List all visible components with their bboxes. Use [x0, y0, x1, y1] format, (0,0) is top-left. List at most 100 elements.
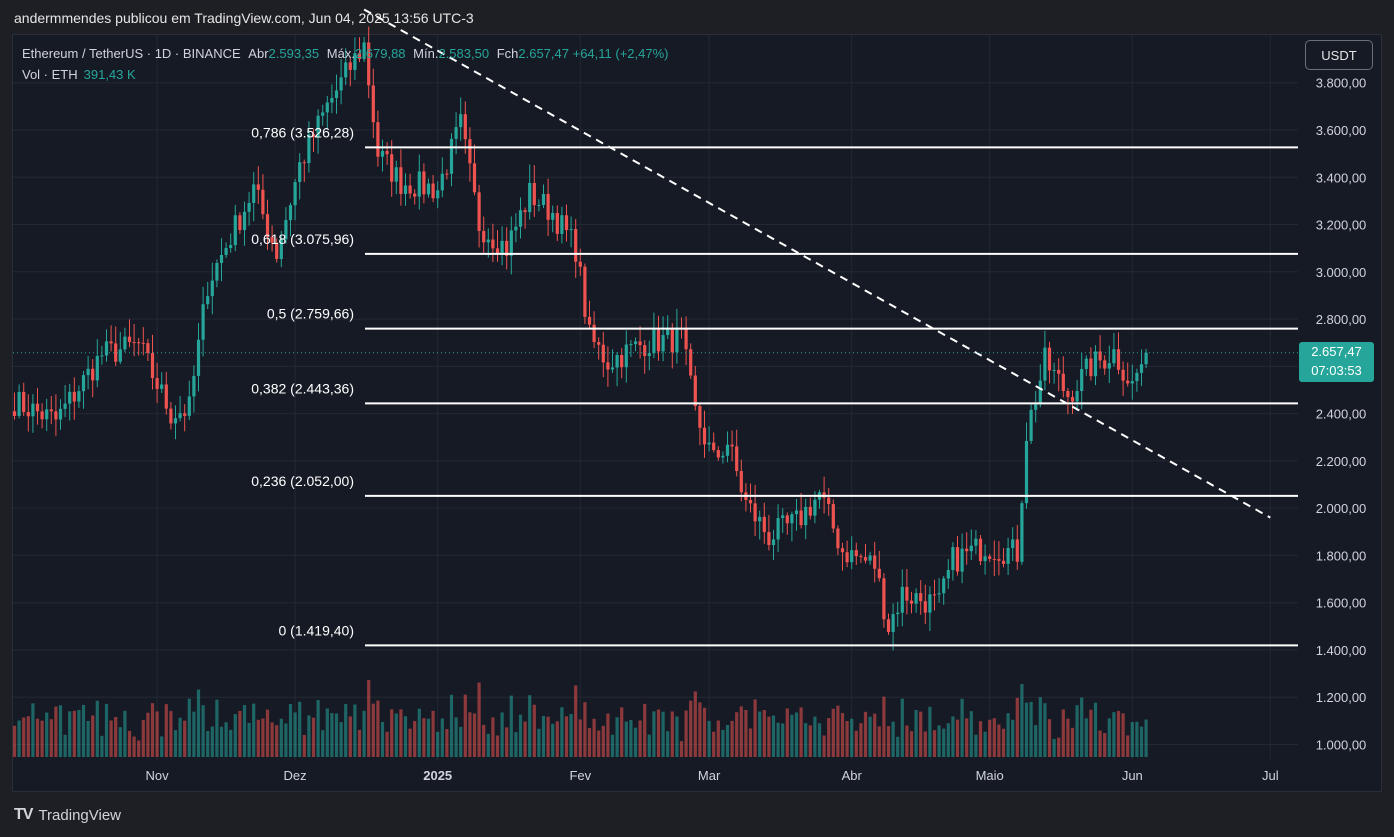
candle-body [399, 167, 403, 194]
volume-bar [661, 711, 665, 757]
volume-bar [137, 740, 141, 757]
candle-body [569, 229, 573, 231]
candle-body [40, 411, 44, 420]
volume-bar [840, 713, 845, 757]
volume-bar [610, 734, 615, 757]
y-tick-label: 1.600,00 [1316, 596, 1367, 611]
candle-body [560, 215, 564, 234]
candle-body [813, 499, 817, 516]
candle-body [371, 85, 375, 123]
volume-bar [35, 718, 40, 757]
candle-body [1075, 391, 1079, 402]
volume-bar [790, 714, 794, 757]
volume-bar [638, 720, 642, 757]
candle-body [758, 516, 762, 522]
candle-body [620, 355, 624, 368]
candle-body [219, 255, 224, 263]
candle-body [661, 335, 665, 352]
candle-body [150, 353, 155, 379]
candle-body [164, 384, 168, 409]
volume-bar [77, 709, 81, 757]
change-value: +64,11 (+2,47%) [572, 46, 669, 61]
candle-body [555, 213, 559, 234]
volume-bar [716, 720, 720, 757]
candle-body [693, 375, 697, 407]
open-value: 2.593,35 [268, 46, 320, 61]
volume-bar [1043, 703, 1047, 757]
volume-bar [509, 695, 513, 757]
volume-bar [578, 719, 582, 757]
volume-bar [735, 712, 739, 757]
candle-body [868, 555, 872, 561]
candle-body [914, 593, 918, 604]
y-tick-label: 3.400,00 [1316, 170, 1367, 185]
candle-body [702, 427, 707, 445]
volume-bar [95, 700, 99, 757]
currency-button[interactable]: USDT [1305, 40, 1373, 70]
candle-body [463, 114, 467, 140]
candle-body [325, 102, 329, 113]
volume-bar [537, 728, 541, 757]
volume-bar [541, 715, 546, 757]
high-value: 2.679,88 [354, 46, 406, 61]
volume-bar [850, 718, 854, 757]
fib-levels: 0,786 (3.526,28) 0,618 (3.075,96) 0,5 (2.7… [251, 124, 1298, 647]
volume-bar [256, 719, 260, 757]
candle-body [712, 442, 716, 451]
volume-bar [196, 689, 201, 757]
volume-bar [22, 717, 26, 757]
candle-body [928, 594, 932, 613]
candle-body [403, 185, 408, 194]
volume-bar [26, 716, 30, 757]
volume-bar [882, 696, 886, 757]
candle-body [169, 408, 173, 424]
volume-bar [169, 711, 173, 757]
candle-body [445, 173, 449, 175]
candle-body [123, 336, 127, 350]
volume-bar [279, 718, 283, 757]
volume-bar [293, 712, 297, 757]
candle-body [1006, 548, 1010, 564]
volume-bar [753, 699, 757, 757]
volume-bar [739, 706, 743, 757]
candle-body [735, 446, 739, 472]
candle-body [643, 345, 647, 356]
volume-bar [436, 731, 440, 757]
candle-body [114, 343, 118, 362]
chart-frame[interactable] [12, 34, 1382, 792]
fib-label: 0,236 (2.052,00) [251, 473, 354, 489]
volume-bar [495, 735, 500, 757]
volume-bar [173, 730, 178, 757]
y-tick-label: 3.000,00 [1316, 265, 1367, 280]
candle-body [77, 391, 81, 402]
x-tick-label: 2025 [423, 768, 452, 783]
volume-bar [1038, 697, 1042, 757]
candle-body [422, 171, 426, 195]
trendline [13, 8, 1298, 519]
candle-body [633, 341, 638, 345]
candle-body [54, 411, 58, 420]
volume-bar [725, 724, 730, 757]
volume-bar [1080, 697, 1084, 757]
volume-bar [679, 741, 684, 757]
tradingview-brand[interactable]: TV TradingView [14, 806, 121, 824]
volume-value: 391,43 K [83, 67, 136, 82]
volume-bar [505, 727, 509, 757]
last-price: 2.657,47 [1311, 344, 1362, 359]
volume-legend: Vol · ETH 391,43 K [22, 67, 136, 82]
time-axis: Nov Dez 2025 Fev Mar Abr Maio Jun Jul [146, 768, 1279, 783]
candle-body [592, 324, 596, 343]
candle-body [104, 341, 109, 356]
candlesticks [12, 26, 1148, 651]
candle-body [546, 193, 550, 220]
volume-bar [601, 725, 605, 757]
volume-bar [72, 710, 76, 757]
volume-bar [86, 720, 90, 757]
candle-body [454, 127, 458, 139]
volume-bar [988, 719, 992, 757]
volume-bar [1057, 737, 1061, 757]
low-label: Mín. [413, 46, 439, 61]
x-tick-label: Nov [146, 768, 170, 783]
volume-bar [528, 695, 532, 757]
